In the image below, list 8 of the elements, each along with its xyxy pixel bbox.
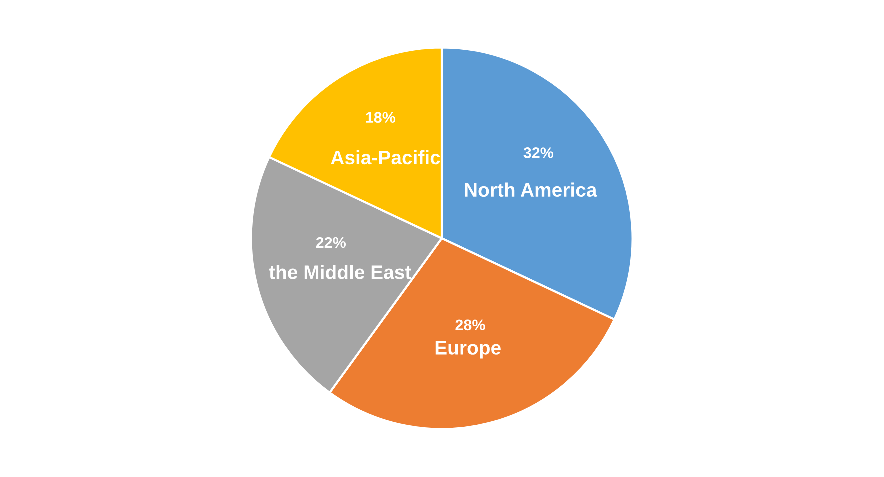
slice-label: Europe [436,341,501,359]
data-label: 22% [316,237,346,248]
data-label: 28% [456,320,486,331]
slice-label: the Middle East [269,265,412,280]
data-label: 18% [366,112,396,124]
slice-label: Asia-Pacific [331,150,440,165]
data-label: 32% [524,148,554,158]
slice-label: North America [465,182,598,198]
